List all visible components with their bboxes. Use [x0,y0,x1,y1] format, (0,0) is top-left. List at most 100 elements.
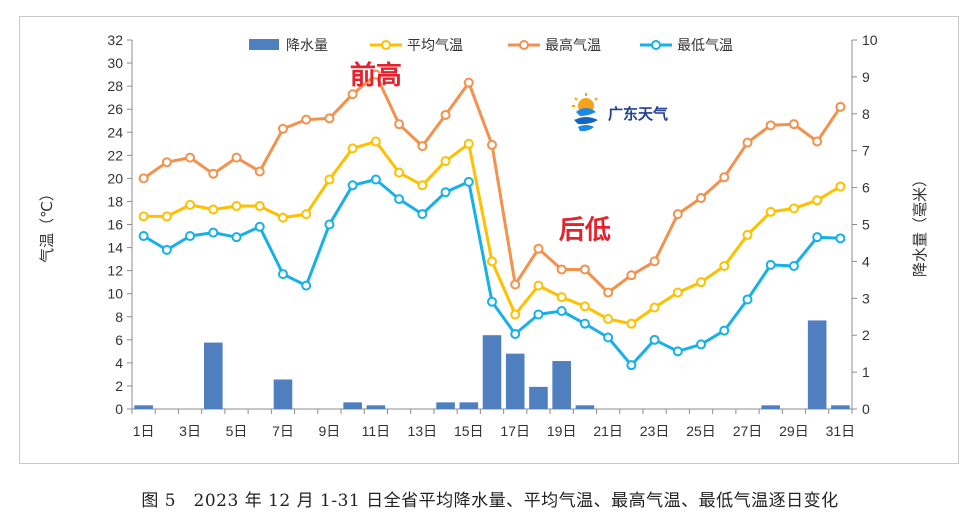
x-tick-label: 3日 [179,423,201,439]
precip-bar [529,386,548,409]
series-point-max [765,120,776,131]
series-point-min [696,339,707,350]
series-point-avg [138,211,149,222]
y-tick-label-left: 14 [107,240,123,256]
series-point-min [533,309,544,320]
y-tick-label-left: 18 [107,193,123,209]
series-point-min [231,232,242,243]
series-point-max [556,264,567,275]
series-point-avg [626,318,637,329]
series-point-avg [208,204,219,215]
y-tick-label-right: 10 [862,32,878,48]
y-tick-label-right: 6 [862,180,870,196]
precip-bar [807,320,827,409]
x-tick-label: 25日 [686,423,716,439]
series-point-avg [370,136,381,147]
y-tick-label-right: 0 [862,401,870,417]
series-point-avg [742,229,753,240]
series-point-min [788,261,799,272]
precip-bar [273,379,293,409]
precip-bar [552,361,571,409]
y-tick-label-left: 16 [107,217,123,233]
series-point-min [324,219,335,230]
precip-bar [505,353,525,409]
series-point-avg [672,287,683,298]
precip-bar [436,402,455,409]
series-point-min [835,233,846,244]
series-point-avg [254,201,265,212]
series-point-min [370,174,381,185]
series-point-max [487,139,497,150]
series-point-max [649,256,660,267]
series-point-max [533,243,544,254]
series-point-max [185,152,196,163]
y-tick-label-left: 10 [107,286,123,302]
series-point-avg [487,256,497,267]
series-point-min [765,259,776,270]
x-tick-label: 5日 [226,423,248,439]
series-point-min [417,209,428,220]
series-point-min [487,296,497,307]
legend-label: 降水量 [286,38,328,54]
series-point-min [579,318,590,329]
y-tick-label-left: 30 [107,55,123,71]
precip-bar [459,402,479,409]
series-point-avg [394,167,405,178]
series-point-avg [788,203,799,214]
series-point-avg [649,302,660,313]
y-tick-label-left: 20 [107,170,123,186]
series-point-min [463,176,474,187]
precip-bar [204,342,223,409]
series-point-min [649,334,660,345]
climate-chart: 0246810121416182022242628303201234567891… [38,32,929,439]
x-tick-label: 13日 [408,423,438,439]
series-point-avg [579,301,590,312]
series-point-min [719,325,730,336]
legend-label: 平均气温 [407,38,463,54]
legend-label: 最低气温 [677,38,733,54]
series-point-min [208,227,219,238]
y-tick-label-right: 9 [862,69,870,85]
y-tick-label-right: 5 [862,217,870,233]
y-tick-label-left: 2 [115,378,123,394]
series-point-max [696,192,707,203]
series-point-max [417,141,428,152]
series-point-min [277,269,288,280]
logo-text: 广东天气 [608,104,669,123]
series-point-min [510,329,521,340]
series-point-min [185,231,196,242]
y-tick-label-left: 26 [107,101,123,117]
series-point-max [277,123,288,134]
series-point-avg [812,195,823,206]
y-tick-label-right: 1 [862,364,870,380]
series-point-max [347,89,358,100]
y-tick-label-left: 8 [115,309,123,325]
series-point-min [347,180,358,191]
series-point-avg [185,199,196,210]
series-point-avg [231,201,242,212]
series-point-avg [301,209,312,220]
figure-caption: 图 5 2023 年 12 月 1-31 日全省平均降水量、平均气温、最高气温、… [141,491,839,511]
chart-frame [19,16,959,464]
x-tick-label: 1日 [133,423,155,439]
series-point-max [301,114,312,125]
x-tick-label: 7日 [272,423,294,439]
x-tick-label: 19日 [547,423,577,439]
series-point-min [812,232,823,243]
series-point-min [254,221,265,232]
y-tick-label-left: 32 [107,32,123,48]
series-point-max [603,287,614,298]
series-point-avg [556,292,567,303]
series-point-max [719,172,730,183]
y-tick-label-right: 4 [862,253,870,269]
annotation-label: 前高 [350,60,402,91]
series-point-max [231,152,242,163]
y-axis-title-left: 气温（℃） [38,186,56,263]
annotation-label: 后低 [559,215,611,245]
series-point-avg [765,206,776,217]
x-tick-label: 23日 [640,423,670,439]
series-point-min [672,346,683,357]
series-point-avg [719,261,730,272]
legend-swatch-precip [249,39,279,50]
series-point-avg [603,314,614,325]
